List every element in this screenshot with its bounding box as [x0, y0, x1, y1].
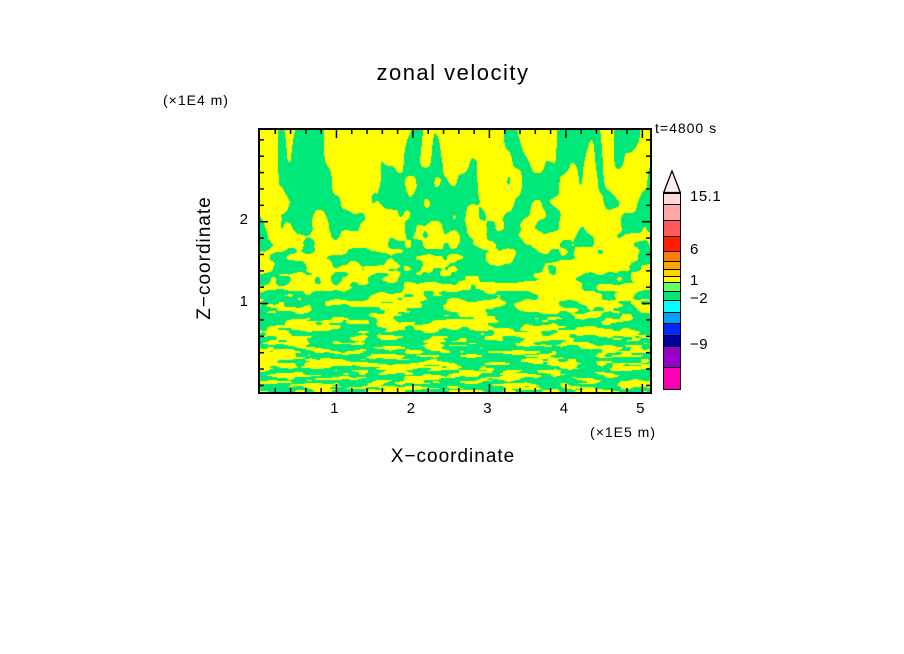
x-tick-label: 3 [483, 400, 492, 417]
colorbar-segment [664, 335, 680, 346]
x-axis-title: X−coordinate [390, 446, 516, 467]
colorbar-segment [664, 269, 680, 276]
colorbar-overflow-arrow-icon [663, 170, 681, 193]
colorbar [663, 193, 681, 390]
colorbar-segment [664, 251, 680, 261]
colorbar-segment [664, 194, 680, 204]
x-axis-units-label: (×1E5 m) [590, 424, 656, 440]
colorbar-segment [664, 312, 680, 323]
colorbar-level-label: 6 [690, 241, 699, 258]
chart-title: zonal velocity [376, 60, 530, 85]
plot-area [258, 128, 652, 394]
z-axis-title: Z−coordinate [194, 196, 215, 320]
colorbar-segment [664, 276, 680, 282]
colorbar-level-label: −9 [690, 336, 709, 353]
colorbar-segment [664, 261, 680, 269]
colorbar-segment [664, 204, 680, 220]
z-tick-label: 1 [239, 292, 248, 310]
contour-field-canvas [260, 130, 650, 392]
colorbar-level-label: 1 [690, 272, 699, 289]
colorbar-segment [664, 236, 680, 251]
x-tick-label: 4 [559, 400, 569, 417]
colorbar-segment [664, 367, 680, 389]
colorbar-level-label: −2 [690, 290, 709, 307]
colorbar-segment [664, 323, 680, 335]
z-axis-units-label: (×1E4 m) [163, 92, 229, 108]
colorbar-segment [664, 220, 680, 236]
colorbar-segment [664, 282, 680, 291]
colorbar-segment [664, 346, 680, 367]
time-annotation: t=4800 s [655, 120, 718, 136]
x-tick-label: 1 [330, 400, 339, 417]
z-tick-label: 2 [239, 210, 248, 228]
colorbar-segment [664, 300, 680, 312]
colorbar-level-label: 15.1 [690, 188, 722, 205]
x-tick-label: 2 [406, 400, 416, 417]
x-tick-label: 5 [636, 400, 645, 417]
colorbar-segment [664, 291, 680, 300]
